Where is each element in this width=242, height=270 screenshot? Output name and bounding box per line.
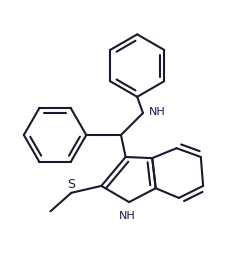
Text: S: S: [67, 178, 75, 191]
Text: NH: NH: [149, 107, 166, 117]
Text: NH: NH: [118, 211, 135, 221]
